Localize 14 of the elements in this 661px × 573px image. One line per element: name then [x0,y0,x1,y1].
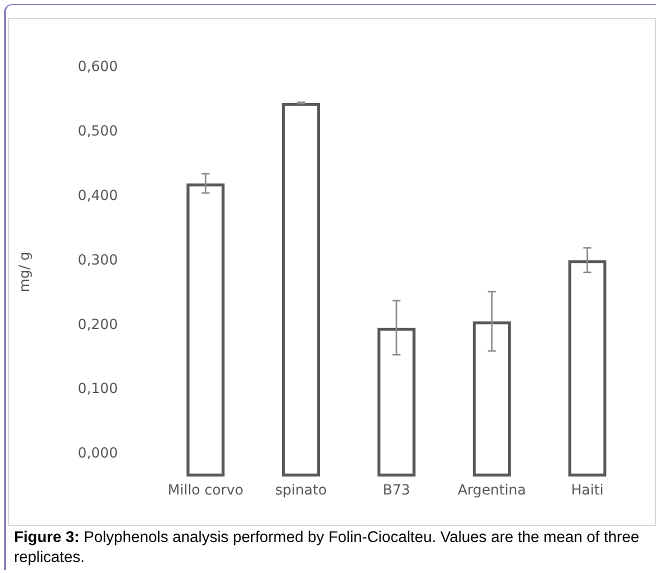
caption: Figure 3: Polyphenols analysis performed by Folin-Ciocalteu. Values are the mean of three replicates. [14,529,640,566]
y-tick-label: 0,500 [78,123,118,140]
y-tick-label: 0,200 [78,316,118,333]
x-tick-label: Millo corvo [168,482,244,499]
y-tick-label: 0,100 [78,381,118,398]
x-tick-label: Haiti [571,482,604,499]
y-tick-label: 0,400 [78,188,118,204]
y-tick-label: 0,000 [78,446,118,462]
y-tick-label: 0,600 [78,59,118,76]
y-axis-title: mg/ g [17,252,34,292]
y-tick-label: 0,300 [78,252,118,268]
x-tick-label: spinato [275,482,327,499]
x-tick-label: B73 [382,482,410,499]
x-tick-label: Argentina [458,482,526,499]
